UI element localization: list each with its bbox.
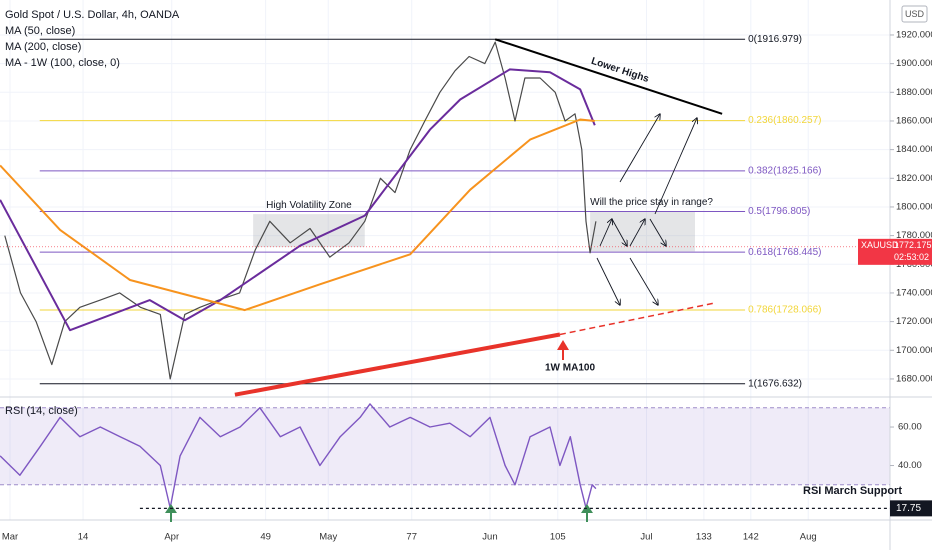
- rsi-band: [0, 407, 890, 485]
- x-tick-label: Apr: [164, 532, 179, 543]
- currency-box[interactable]: [901, 5, 928, 23]
- support-arrow: [581, 504, 593, 522]
- x-tick-label: Jul: [640, 532, 652, 543]
- projection-line: [559, 302, 715, 336]
- series-line: [0, 68, 596, 332]
- y-tick-label: 1880.000: [896, 87, 932, 98]
- y-tick-label: 1740.000: [896, 287, 932, 298]
- y-tick-label: 1780.000: [896, 230, 932, 241]
- y-tick-label: 1820.000: [896, 173, 932, 184]
- ma-note: 1W MA100: [545, 363, 595, 374]
- y-tick-label: 1840.000: [896, 144, 932, 155]
- x-tick-label: 105: [550, 532, 566, 543]
- x-tick-label: 49: [260, 532, 271, 543]
- fib-label: 0.382(1825.166): [748, 166, 821, 177]
- rsi-title: RSI (14, close): [5, 405, 78, 417]
- zone-label: High Volatility Zone: [266, 200, 352, 211]
- y-tick-label: 1720.000: [896, 316, 932, 327]
- x-tick-label: May: [319, 532, 337, 543]
- y-tick-label: 60.00: [898, 422, 922, 433]
- texts: Gold Spot / U.S. Dollar, 4h, OANDA MA (5…: [5, 5, 928, 497]
- grid: [0, 0, 890, 520]
- x-tick-label: 133: [696, 532, 712, 543]
- y-tick-label: 1800.000: [896, 201, 932, 212]
- series-line: [0, 118, 595, 312]
- fib-label: 1(1676.632): [748, 378, 802, 389]
- support-note: RSI March Support: [803, 485, 902, 497]
- x-tick-label: 142: [743, 532, 759, 543]
- legend-entry: MA (200, close): [5, 41, 81, 53]
- series-line: [234, 332, 561, 397]
- y-tick-label: 40.00: [898, 460, 922, 471]
- y-tick-label: 1920.000: [896, 29, 932, 40]
- y-tick-label: 1900.000: [896, 58, 932, 69]
- legend-entry: MA (50, close): [5, 25, 75, 37]
- fib-label: 0.786(1728.066): [748, 305, 821, 316]
- fib-label: 0(1916.979): [748, 34, 802, 45]
- fib-label: 0.618(1768.445): [748, 247, 821, 258]
- last-price-tag: [858, 238, 932, 265]
- y-tick-label: 1700.000: [896, 345, 932, 356]
- symbol: XAUUSD: [861, 240, 899, 250]
- countdown: 02:53:02: [894, 252, 929, 262]
- support-value: 17.75: [896, 503, 921, 514]
- y-tick-label: 1860.000: [896, 115, 932, 126]
- x-tick-label: Jun: [482, 532, 497, 543]
- zone: [590, 211, 695, 252]
- fib-label: 0.5(1796.805): [748, 206, 810, 217]
- x-tick-label: 77: [406, 532, 417, 543]
- fib-label: 0.236(1860.257): [748, 115, 821, 126]
- chart-title: Gold Spot / U.S. Dollar, 4h, OANDA: [5, 9, 180, 21]
- support-tag: [890, 500, 932, 517]
- x-tick-label: 14: [78, 532, 89, 543]
- series-line: [0, 403, 597, 509]
- last-price: 1772.175: [894, 240, 932, 250]
- ma-arrow: [557, 340, 569, 360]
- support-arrow: [165, 504, 177, 522]
- legend-entry: MA - 1W (100, close, 0): [5, 57, 120, 69]
- scenario-arrows: [596, 114, 697, 305]
- x-tick-label: Mar: [2, 532, 18, 543]
- x-tick-label: Aug: [800, 532, 817, 543]
- y-tick-label: 1680.000: [896, 373, 932, 384]
- trend-line: [494, 38, 723, 115]
- zone-label: Will the price stay in range?: [590, 197, 713, 208]
- currency[interactable]: USD: [905, 9, 925, 19]
- price-line: [4, 41, 597, 380]
